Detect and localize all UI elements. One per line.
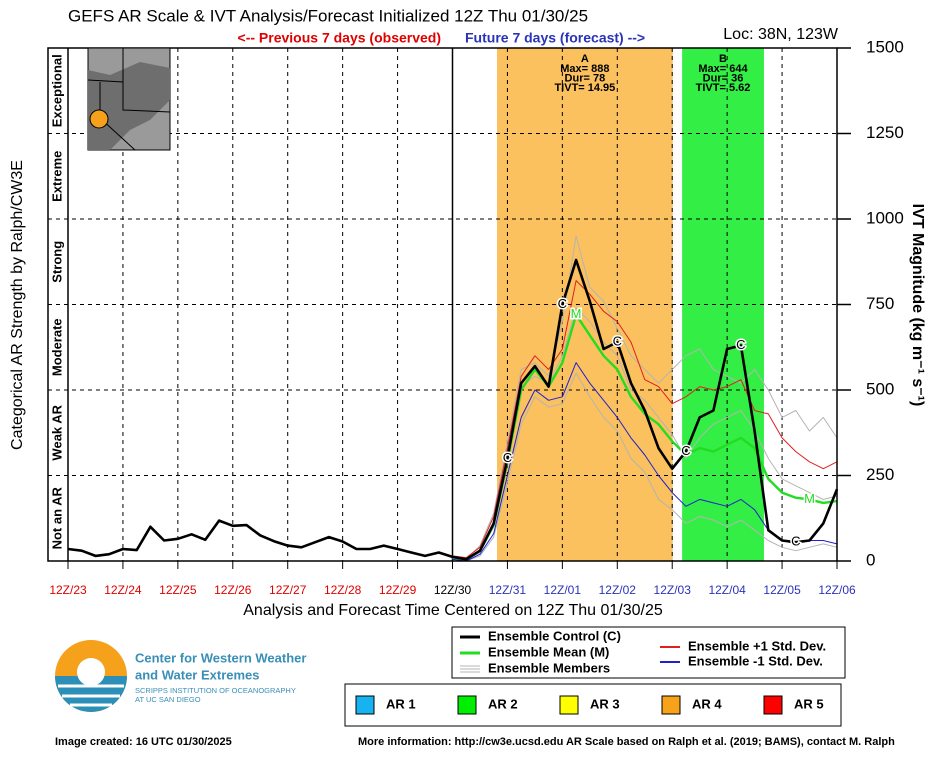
y-tick-label: 0	[866, 550, 875, 569]
line-label: C	[736, 337, 745, 352]
footer-info: More information: http://cw3e.ucsd.edu A…	[358, 736, 895, 748]
line-label: C	[613, 334, 622, 349]
map-terrain	[88, 62, 170, 150]
ar-swatch	[559, 695, 579, 715]
previous-label: <-- Previous 7 days (observed)	[238, 30, 441, 46]
logo-text: and Water Extremes	[135, 667, 260, 682]
y-tick-label: 1000	[866, 208, 904, 227]
line-label: M	[804, 491, 815, 506]
ar-event-stat: Max= 888	[560, 63, 609, 75]
ar-label: AR 2	[488, 696, 518, 711]
category-label: Weak AR	[49, 404, 64, 460]
logo-text: Center for Western Weather	[135, 650, 306, 665]
line-label: M	[571, 306, 582, 321]
y-tick-label: 1500	[866, 37, 904, 56]
line-label: C	[503, 450, 512, 465]
x-tick-label: 12Z/25	[159, 583, 197, 597]
legend-label: Ensemble -1 Std. Dev.	[688, 653, 823, 668]
y-tick-label: 250	[866, 465, 894, 484]
ar-event-stat: TIVT= 5.62	[696, 82, 751, 94]
footer-created: Image created: 16 UTC 01/30/2025	[55, 736, 232, 748]
x-tick-label: 12Z/02	[599, 583, 637, 597]
member-line	[452, 372, 838, 562]
ar-label: AR 4	[692, 696, 722, 711]
ar-event-stat: Max= 644	[698, 63, 748, 75]
category-label: Moderate	[49, 318, 64, 376]
ar-swatch	[763, 695, 783, 715]
category-label: Extreme	[49, 151, 64, 202]
x-tick-label: 12Z/24	[104, 583, 142, 597]
ar-swatch	[457, 695, 477, 715]
x-tick-label: 12Z/23	[49, 583, 87, 597]
category-label: Exceptional	[49, 54, 64, 127]
y-tick-label: 750	[866, 294, 894, 313]
logo-subtext: SCRIPPS INSTITUTION OF OCEANOGRAPHY	[135, 686, 296, 695]
x-tick-label: 12Z/03	[654, 583, 692, 597]
inset-map	[87, 47, 171, 151]
plot-frame	[47, 47, 838, 562]
x-tick-label: 12Z/27	[269, 583, 307, 597]
y-tick-label: 500	[866, 379, 894, 398]
ar-event-label: A	[581, 53, 589, 65]
legend-label: Ensemble +1 Std. Dev.	[688, 638, 826, 653]
x-tick-label: 12Z/26	[214, 583, 252, 597]
line-label: C	[791, 534, 800, 549]
x-tick-label: 12Z/04	[708, 583, 746, 597]
category-axis-title: Categorical AR Strength by Ralph/CW3E	[9, 160, 26, 450]
ar-label: AR 3	[590, 696, 620, 711]
future-label: Future 7 days (forecast) -->	[465, 30, 645, 46]
ar-swatch	[661, 695, 681, 715]
legend-label: Ensemble Members	[488, 660, 610, 675]
ar-event-stat: TIVT= 14.95	[554, 82, 615, 94]
x-tick-label: 12Z/06	[818, 583, 856, 597]
ar-swatch	[355, 695, 375, 715]
category-label: Not an AR	[49, 486, 64, 549]
x-tick-label: 12Z/28	[324, 583, 362, 597]
line-label: C	[681, 443, 690, 458]
x-tick-label: 12Z/31	[489, 583, 527, 597]
y-tick-label: 1250	[866, 123, 904, 142]
category-label: Strong	[49, 241, 64, 283]
logo-drop	[77, 658, 105, 686]
ar-legend-box	[344, 683, 842, 727]
member-line	[452, 235, 838, 560]
ar-event-stat: Dur= 78	[565, 72, 606, 84]
x-tick-label: 12Z/01	[544, 583, 582, 597]
legend-label: Ensemble Mean (M)	[488, 644, 609, 659]
logo	[55, 640, 127, 712]
x-tick-label: 12Z/05	[763, 583, 801, 597]
series-line	[452, 280, 838, 559]
location-dot	[89, 109, 109, 129]
series-line	[67, 258, 839, 561]
x-axis-title: Analysis and Forecast Time Centered on 1…	[243, 602, 663, 619]
ar-event-stat: Dur= 36	[703, 72, 744, 84]
ar-label: AR 5	[794, 696, 824, 711]
ar-label: AR 1	[386, 696, 416, 711]
location-label: Loc: 38N, 123W	[723, 26, 839, 43]
chart-title: GEFS AR Scale & IVT Analysis/Forecast In…	[68, 6, 588, 25]
x-tick-label: 12Z/29	[379, 583, 417, 597]
line-label: C	[558, 296, 567, 311]
legend-box	[451, 626, 846, 679]
y-axis-title: IVT Magnitude (kg m⁻¹ s⁻¹)	[909, 204, 926, 407]
x-tick-label: 12Z/30	[434, 583, 472, 597]
logo-subtext: AT UC SAN DIEGO	[135, 695, 201, 704]
legend-label: Ensemble Control (C)	[488, 628, 621, 643]
ar-event-label: B	[719, 53, 727, 65]
